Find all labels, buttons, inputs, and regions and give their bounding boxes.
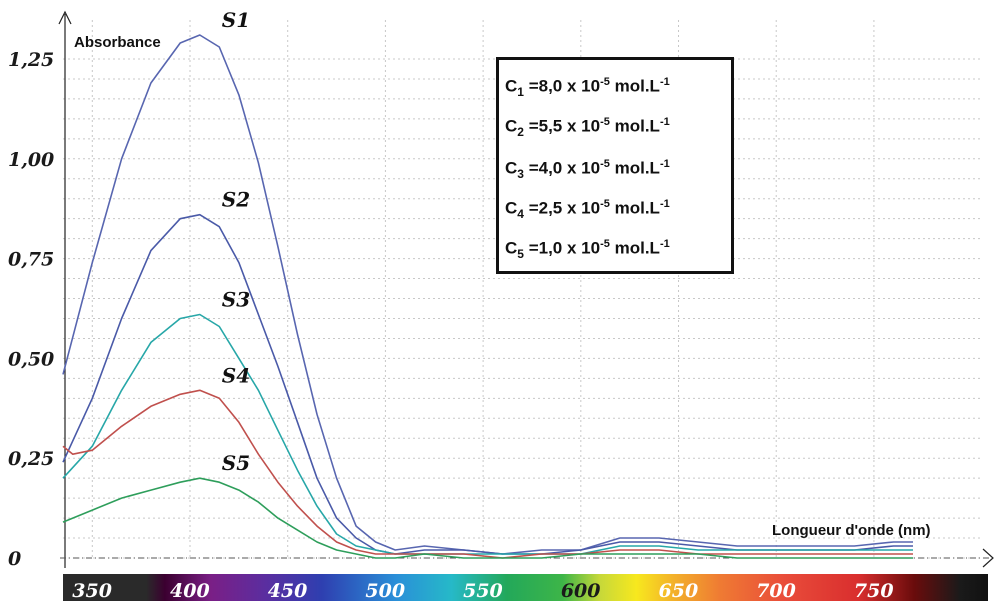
y-tick-label: 0: [8, 548, 21, 570]
y-tick-label: 0,75: [8, 249, 54, 271]
legend-entry: C3 =4,0 x 10-5 mol.L-1: [505, 158, 670, 182]
series-label-s3: S3: [222, 287, 250, 311]
legend-entry: C4 =2,5 x 10-5 mol.L-1: [505, 198, 670, 222]
series-label-s4: S4: [222, 363, 250, 387]
y-tick-label: 0,50: [8, 348, 54, 370]
concentration-legend: C1 =8,0 x 10-5 mol.L-1 C2 =5,5 x 10-5 mo…: [496, 57, 734, 274]
x-tick-label: 550: [463, 580, 503, 601]
y-axis-arrow: [58, 10, 72, 25]
y-tick-label: 1,00: [8, 149, 54, 171]
x-tick-label: 400: [170, 580, 210, 601]
spectrum-bar: [63, 574, 988, 601]
x-tick-label: 450: [268, 580, 308, 601]
legend-entry: C2 =5,5 x 10-5 mol.L-1: [505, 116, 670, 140]
series-line-s1: [62, 34, 913, 555]
legend-entry: C1 =8,0 x 10-5 mol.L-1: [505, 76, 670, 100]
x-axis-title: Longueur d'onde (nm): [772, 522, 931, 539]
tick-labels: 0 0,25 0,50 0,75 1,00 1,25 350 400 450 500 550 600 6…: [8, 49, 894, 601]
series-label-s5: S5: [222, 451, 250, 475]
x-tick-label: 350: [72, 580, 112, 601]
x-tick-label: 650: [659, 580, 699, 601]
x-tick-label: 600: [561, 580, 601, 601]
series-line-s5: [62, 477, 913, 559]
series-line-s3: [62, 313, 913, 555]
x-tick-label: 700: [756, 580, 796, 601]
y-tick-label: 0,25: [8, 448, 54, 470]
series-labels: S1 S2 S3 S4 S5: [222, 8, 250, 475]
x-tick-label: 750: [854, 580, 894, 601]
y-axis-title: Absorbance: [74, 34, 161, 51]
x-tick-label: 500: [365, 580, 405, 601]
y-tick-label: 1,25: [8, 49, 54, 71]
x-axis-arrow: [982, 548, 994, 568]
spectrum-gradient: [63, 574, 988, 601]
series-label-s1: S1: [222, 8, 250, 32]
series-label-s2: S2: [222, 188, 250, 212]
curves: [62, 34, 913, 559]
legend-entry: C5 =1,0 x 10-5 mol.L-1: [505, 238, 670, 262]
series-line-s4: [62, 389, 913, 559]
